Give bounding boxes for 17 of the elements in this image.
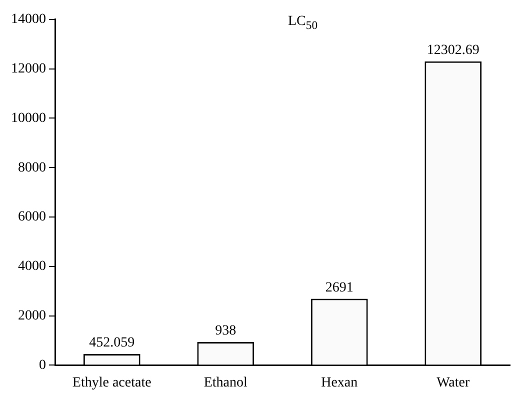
y-tick-label: 8000 [18,160,46,176]
y-tick-label: 14000 [11,12,46,28]
x-tick-label: Hexan [321,375,358,390]
chart-title: LC$_{50}$ [288,14,318,32]
y-tick-label: 2000 [18,308,46,324]
data-label: 2691 [325,280,354,296]
data-label: 938 [215,324,236,339]
x-tick-label: Water [436,375,470,390]
y-tick-label: 0 [39,358,46,373]
data-label: 12302.69 [426,42,480,58]
y-tick-label: 6000 [18,210,46,225]
y-tick-label: 4000 [18,259,46,274]
y-tick-label: 10000 [11,110,46,126]
y-tick-label: 12000 [11,61,46,76]
x-tick-label: Ethyle acetate [72,375,152,390]
data-label: 452.059 [89,336,135,351]
x-tick-label: Ethanol [204,375,248,390]
